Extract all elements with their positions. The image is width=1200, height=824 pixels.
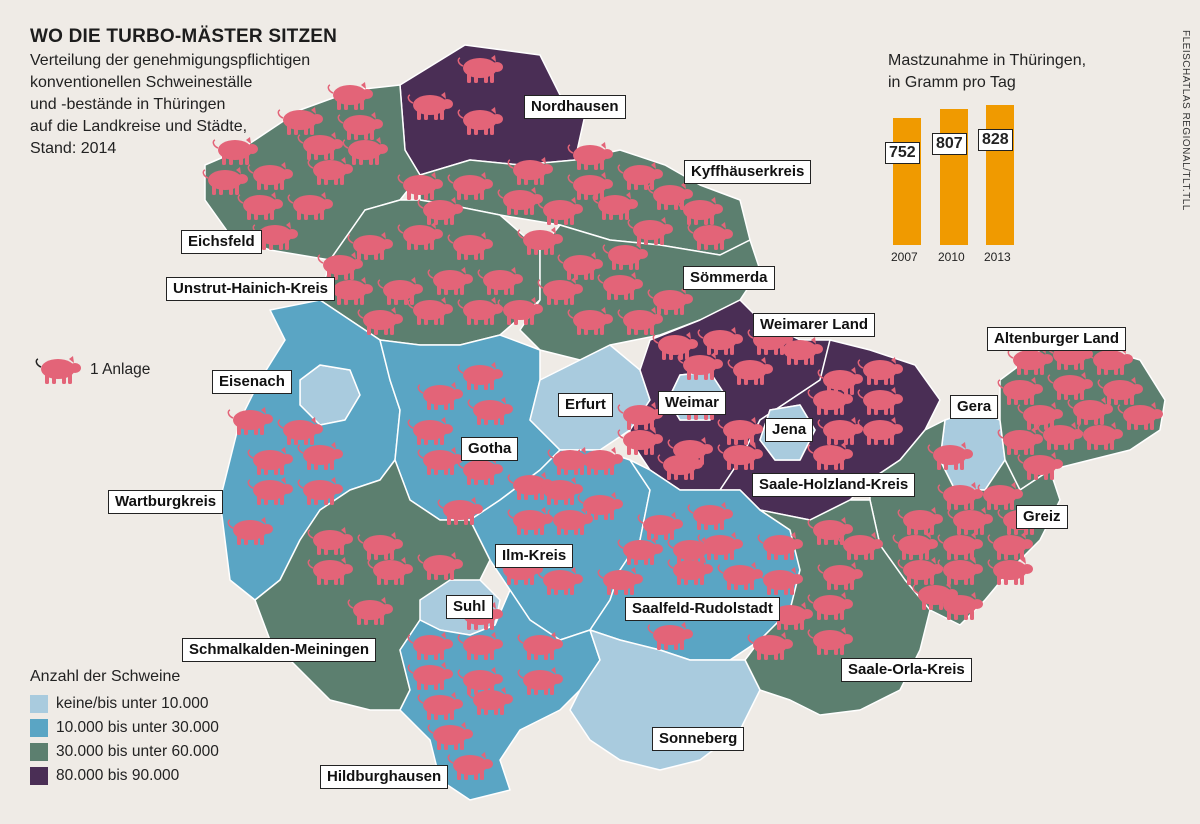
map-subtitle: Verteilung der genehmigungspflichtigen k…: [30, 50, 310, 160]
bar-2007: [893, 117, 921, 245]
bar-2013: [986, 105, 1014, 245]
subtitle-line: Stand: 2014: [30, 140, 117, 157]
chart-title: Mastzunahme in Thüringen, in Gramm pro T…: [888, 50, 1086, 94]
label-unstrut-hainich: Unstrut-Hainich-Kreis: [166, 277, 336, 301]
bar-2010: [940, 108, 968, 245]
label-jena: Jena: [765, 418, 814, 442]
bar-category-label: 2007: [891, 250, 918, 264]
label-hildburghausen: Hildburghausen: [320, 765, 449, 789]
legend-swatch: [30, 743, 48, 761]
legend-item: 80.000 bis 90.000: [30, 766, 179, 786]
bar-value-label: 807: [932, 132, 967, 155]
bar-value-label: 828: [978, 129, 1013, 151]
chart-title-line: Mastzunahme in Thüringen,: [888, 52, 1087, 69]
pig-legend-label: 1 Anlage: [90, 361, 151, 378]
label-gera: Gera: [950, 395, 999, 419]
legend-swatch: [30, 767, 48, 785]
chart-subtitle-line: in Gramm pro Tag: [888, 74, 1016, 91]
label-gotha: Gotha: [461, 437, 519, 461]
subtitle-line: auf die Landkreise und Städte,: [30, 118, 248, 135]
label-weimar: Weimar: [658, 391, 726, 415]
label-altenburger-land: Altenburger Land: [987, 327, 1127, 351]
legend-swatch: [30, 719, 48, 737]
legend-label: 10.000 bis unter 30.000: [56, 719, 219, 736]
label-nordhausen: Nordhausen: [524, 95, 626, 119]
bar-category-label: 2010: [938, 250, 965, 264]
label-wartburgkreis: Wartburgkreis: [108, 490, 224, 514]
label-saale-holzland: Saale-Holzland-Kreis: [752, 473, 916, 497]
label-ilm-kreis: Ilm-Kreis: [495, 544, 574, 568]
bar-category-label: 2013: [984, 250, 1011, 264]
label-schmalkalden-meiningen: Schmalkalden-Meiningen: [182, 638, 377, 662]
label-saalfeld-rudolstadt: Saalfeld-Rudolstadt: [625, 597, 780, 621]
legend-item: 10.000 bis unter 30.000: [30, 718, 219, 738]
map-title: WO DIE TURBO-MÄSTER SITZEN: [30, 26, 338, 47]
legend-label: 30.000 bis unter 60.000: [56, 743, 219, 760]
label-erfurt: Erfurt: [558, 393, 613, 417]
subtitle-line: Verteilung der genehmigungspflichtigen: [30, 52, 311, 69]
subtitle-line: und -bestände in Thüringen: [30, 96, 226, 113]
legend-label: keine/bis unter 10.000: [56, 695, 209, 712]
pig-legend: 1 Anlage: [34, 354, 150, 386]
label-soemmerda: Sömmerda: [683, 266, 775, 290]
label-weimarer-land: Weimarer Land: [753, 313, 876, 337]
label-kyffhaeuserkreis: Kyffhäuserkreis: [684, 160, 812, 184]
label-eisenach: Eisenach: [212, 370, 292, 394]
legend-item: keine/bis unter 10.000: [30, 694, 209, 714]
bar-value-label: 752: [885, 141, 920, 164]
source-credit: FLEISCHATLAS REGIONAL/TLT.TLL: [1180, 30, 1191, 211]
label-saale-orla: Saale-Orla-Kreis: [841, 658, 972, 682]
label-eichsfeld: Eichsfeld: [181, 230, 262, 254]
pig-icon: [35, 355, 82, 385]
legend-item: 30.000 bis unter 60.000: [30, 742, 219, 762]
label-greiz: Greiz: [1016, 505, 1068, 529]
label-sonneberg: Sonneberg: [652, 727, 745, 751]
label-suhl: Suhl: [446, 595, 493, 619]
legend-swatch: [30, 695, 48, 713]
subtitle-line: konventionellen Schweineställe: [30, 74, 253, 91]
legend-title: Anzahl der Schweine: [30, 668, 181, 685]
legend-label: 80.000 bis 90.000: [56, 767, 180, 784]
